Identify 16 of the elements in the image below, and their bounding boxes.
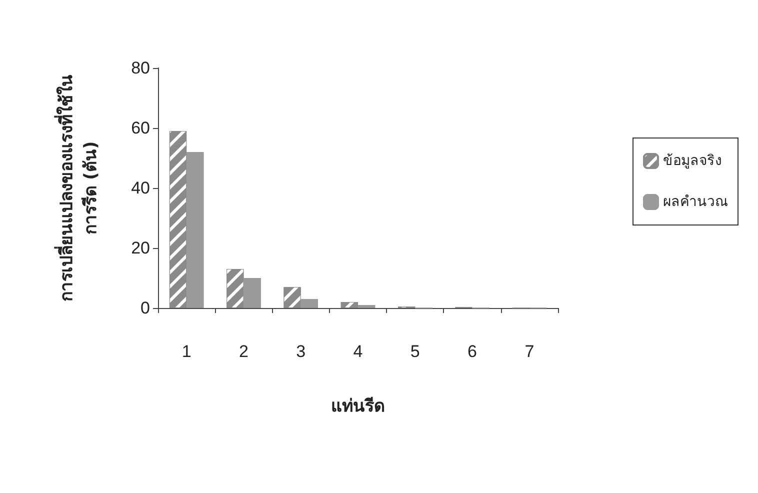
legend-label: ข้อมูลจริง	[663, 153, 722, 169]
x-tick-label: 3	[296, 342, 306, 361]
x-tick-label: 1	[182, 342, 192, 361]
x-tick-label: 7	[524, 342, 534, 361]
legend-label: ผลคำนวณ	[663, 194, 728, 210]
y-tick-label: 80	[131, 58, 150, 78]
x-tick-label: 6	[468, 342, 478, 361]
x-axis-title: แท่นรีด	[331, 396, 385, 416]
y-tick-label: 20	[131, 238, 150, 258]
x-tick-label: 2	[238, 342, 248, 361]
y-tick-label: 40	[131, 178, 150, 198]
y-tick-label: 0	[140, 298, 150, 318]
x-tick-label: 5	[410, 342, 420, 361]
y-tick-label: 60	[131, 118, 150, 138]
y-axis-title: การเปลี่ยนแปลงของแรงที่ใช้ใน การรีด (ตัน)	[54, 74, 101, 302]
x-tick-label: 4	[353, 342, 363, 361]
